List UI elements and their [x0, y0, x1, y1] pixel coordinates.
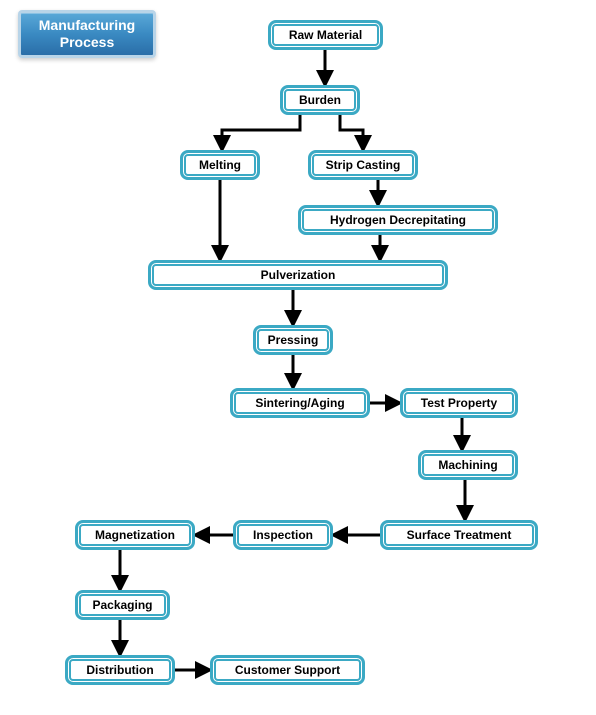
node-label: Magnetization [95, 528, 175, 542]
node-label: Pulverization [261, 268, 336, 282]
node-label: Surface Treatment [407, 528, 512, 542]
node-surf: Surface Treatment [380, 520, 538, 550]
node-pack: Packaging [75, 590, 170, 620]
node-label: Sintering/Aging [255, 396, 344, 410]
node-label: Raw Material [289, 28, 362, 42]
node-label: Customer Support [235, 663, 340, 677]
node-label: Strip Casting [326, 158, 401, 172]
edge-burden-melting [222, 115, 300, 150]
node-cust: Customer Support [210, 655, 365, 685]
node-label: Test Property [421, 396, 497, 410]
node-sinter: Sintering/Aging [230, 388, 370, 418]
node-label: Packaging [92, 598, 152, 612]
node-raw: Raw Material [268, 20, 383, 50]
node-mag: Magnetization [75, 520, 195, 550]
title-label: ManufacturingProcess [39, 17, 135, 51]
node-mach: Machining [418, 450, 518, 480]
node-test: Test Property [400, 388, 518, 418]
node-label: Hydrogen Decrepitating [330, 213, 466, 227]
edge-burden-strip [340, 115, 363, 150]
node-press: Pressing [253, 325, 333, 355]
node-label: Machining [438, 458, 497, 472]
node-label: Distribution [86, 663, 153, 677]
node-label: Inspection [253, 528, 313, 542]
node-hydrogen: Hydrogen Decrepitating [298, 205, 498, 235]
node-label: Melting [199, 158, 241, 172]
node-dist: Distribution [65, 655, 175, 685]
node-burden: Burden [280, 85, 360, 115]
node-melting: Melting [180, 150, 260, 180]
node-label: Burden [299, 93, 341, 107]
title-panel: ManufacturingProcess [18, 10, 156, 58]
node-insp: Inspection [233, 520, 333, 550]
node-pulv: Pulverization [148, 260, 448, 290]
node-label: Pressing [268, 333, 319, 347]
node-strip: Strip Casting [308, 150, 418, 180]
